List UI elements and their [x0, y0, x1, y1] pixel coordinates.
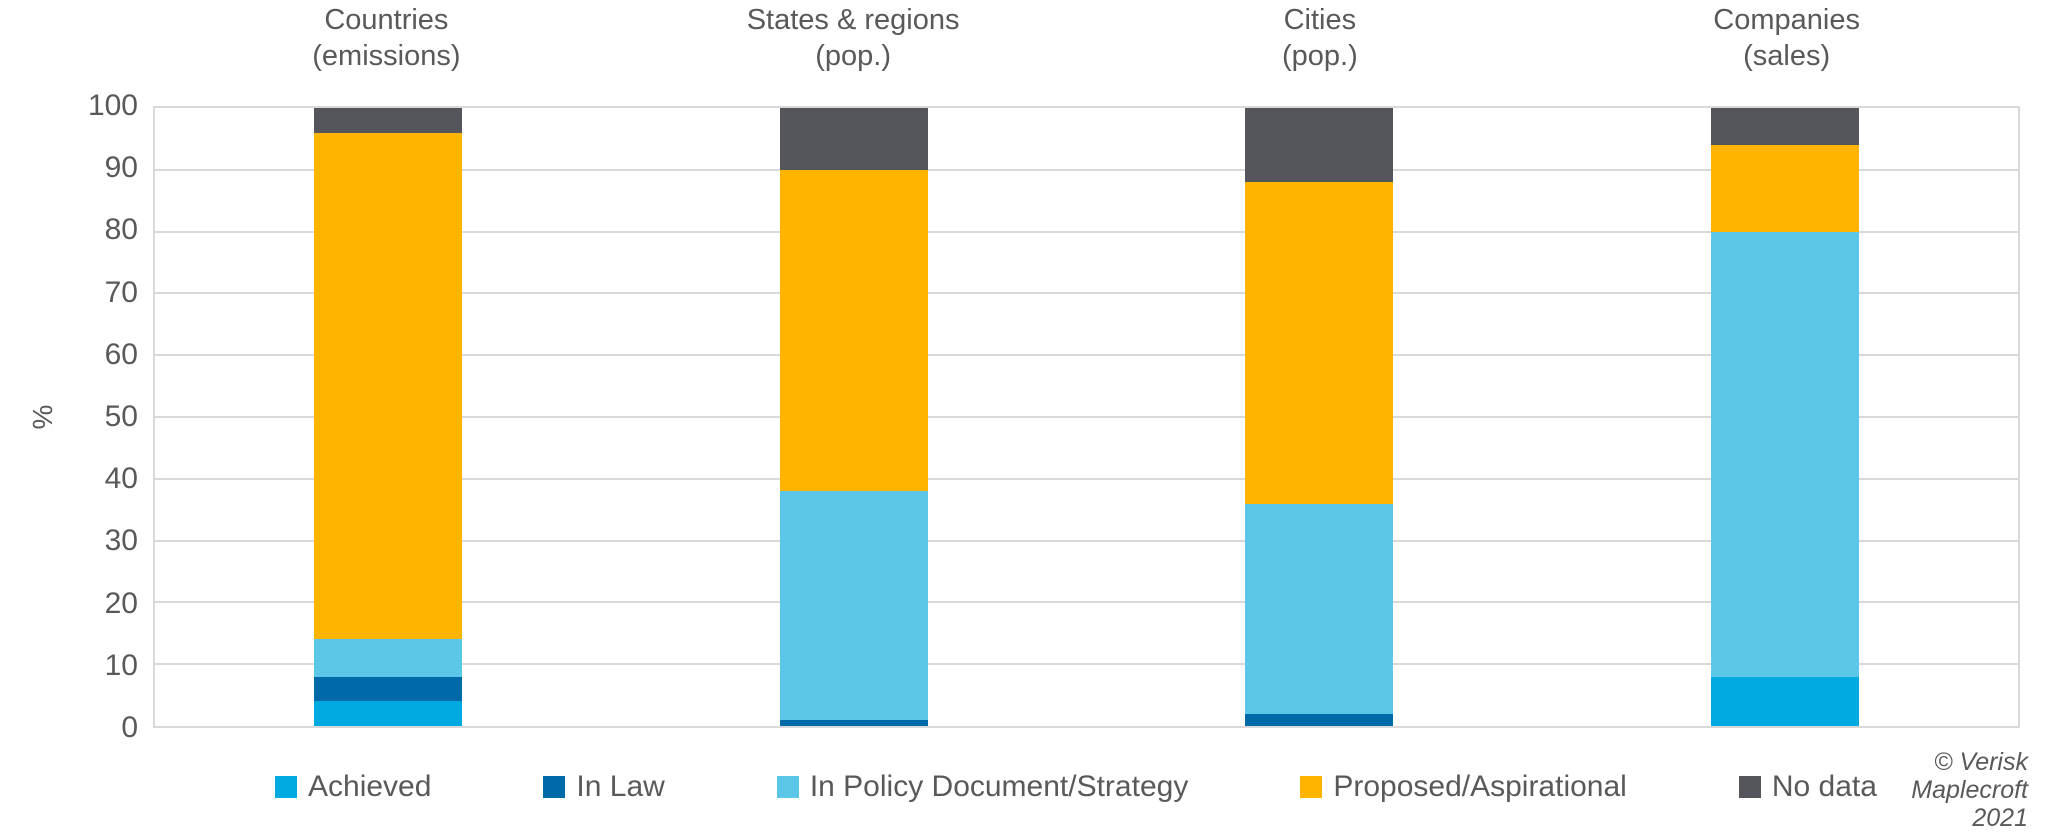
- bar-column: [1552, 108, 2018, 726]
- bar-segment: [1245, 713, 1394, 726]
- bar-segment: [1711, 676, 1860, 726]
- bar-segment: [313, 701, 462, 726]
- plot-area: [153, 106, 2020, 728]
- y-tick-label: 90: [104, 151, 138, 185]
- bar-segment: [779, 169, 928, 492]
- bar-segment: [313, 132, 462, 640]
- category-title-line2: (pop.): [815, 40, 891, 72]
- category-title-line1: Companies: [1713, 4, 1860, 36]
- category-title-line2: (sales): [1743, 40, 1831, 72]
- category-titles: Countries (emissions) States & regions (pop…: [153, 2, 2020, 102]
- y-tick-label: 50: [104, 400, 138, 433]
- stacked-bar: [779, 108, 928, 726]
- gridline: [155, 168, 2018, 171]
- legend-swatch: [543, 776, 566, 798]
- category-title-line1: States & regions: [746, 4, 960, 36]
- y-tick-label: 20: [104, 586, 138, 620]
- legend-swatch: [776, 776, 799, 798]
- category-title: Cities (pop.): [1087, 2, 1554, 102]
- legend-item: Proposed/Aspirational: [1300, 770, 1627, 804]
- gridline: [155, 230, 2018, 233]
- stacked-bar: [1245, 108, 1394, 726]
- bar-segment: [779, 108, 928, 170]
- bar-segment: [313, 108, 462, 133]
- bar-segment: [1245, 503, 1394, 714]
- category-title-line2: (pop.): [1281, 40, 1358, 72]
- legend-swatch: [1738, 776, 1761, 798]
- y-tick-label: 0: [121, 711, 138, 744]
- copyright: © Verisk Maplecroft 2021: [1911, 748, 2028, 832]
- gridline: [155, 663, 2018, 666]
- bar-segment: [779, 491, 928, 720]
- y-tick-label: 40: [104, 462, 138, 496]
- y-tick-label: 70: [104, 275, 138, 309]
- y-tick-label: 100: [87, 89, 138, 122]
- y-tick-label: 60: [104, 337, 138, 371]
- legend-item: Achieved: [275, 770, 431, 804]
- copyright-line: Maplecroft: [1911, 776, 2028, 804]
- legend-label: Achieved: [308, 770, 432, 803]
- bar-column: [155, 108, 621, 726]
- gridline: [155, 601, 2018, 604]
- legend-swatch: [275, 776, 297, 798]
- legend: Achieved In Law In Policy Document/Strateg…: [153, 770, 2020, 804]
- category-title-line1: Countries: [324, 4, 449, 36]
- gridline: [155, 354, 2018, 357]
- copyright-line: 2021: [1972, 804, 2028, 832]
- category-title: Countries (emissions): [153, 2, 620, 102]
- legend-item: In Law: [543, 770, 665, 804]
- legend-label: In Law: [576, 770, 665, 803]
- legend-item: In Policy Document/Strategy: [776, 770, 1189, 804]
- legend-label: No data: [1771, 770, 1877, 803]
- bars: [155, 108, 2018, 726]
- bar-column: [1087, 108, 1553, 726]
- category-title-line1: Cities: [1283, 4, 1357, 36]
- legend-label: Proposed/Aspirational: [1333, 770, 1627, 803]
- legend-swatch: [1300, 776, 1323, 798]
- y-axis-ticks: 0 10 20 30 40 50 60 70 80 90 100: [20, 89, 138, 744]
- legend-item: No data: [1738, 770, 1877, 804]
- category-title: States & regions (pop.): [620, 2, 1087, 102]
- bar-segment: [779, 719, 928, 726]
- bar-segment: [313, 676, 462, 702]
- copyright-line: © Verisk: [1934, 748, 2028, 776]
- gridline: [155, 477, 2018, 480]
- bar-segment: [1711, 108, 1860, 146]
- category-title-line2: (emissions): [312, 40, 461, 72]
- bar-column: [621, 108, 1087, 726]
- y-tick-label: 30: [104, 524, 138, 558]
- bar-segment: [1245, 108, 1394, 183]
- stacked-bar: [313, 108, 462, 726]
- y-tick-label: 10: [104, 648, 138, 682]
- bar-segment: [1711, 145, 1860, 232]
- gridline: [155, 539, 2018, 542]
- y-tick-label: 80: [104, 213, 138, 247]
- bar-segment: [1245, 182, 1394, 504]
- gridline: [155, 292, 2018, 295]
- legend-label: In Policy Document/Strategy: [809, 770, 1189, 803]
- stacked-bar: [1711, 108, 1860, 726]
- bar-segment: [1711, 231, 1860, 677]
- bar-segment: [313, 639, 462, 677]
- gridline: [155, 416, 2018, 418]
- category-title: Companies (sales): [1553, 2, 2020, 102]
